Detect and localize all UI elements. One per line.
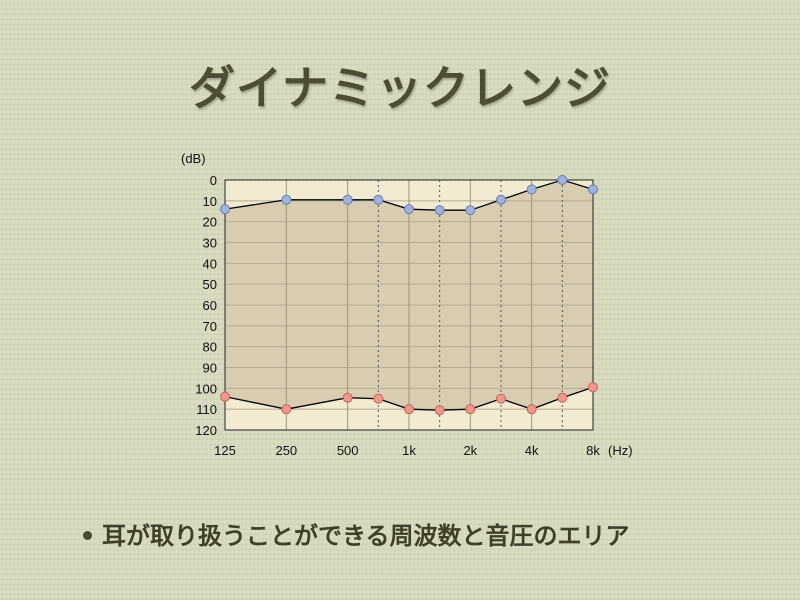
lower-data-point bbox=[526, 404, 537, 415]
upper-data-point bbox=[495, 194, 506, 205]
lower-data-point bbox=[557, 392, 568, 403]
y-tick-label: 120 bbox=[195, 423, 217, 438]
plot-border bbox=[224, 179, 594, 431]
lower-data-point bbox=[220, 391, 230, 402]
y-tick-label: 20 bbox=[203, 215, 217, 230]
lower-data-point bbox=[373, 393, 384, 404]
x-tick-label: 125 bbox=[214, 443, 236, 458]
y-tick-label: 90 bbox=[203, 361, 217, 376]
bullet-item: 耳が取り扱うことができる周波数と音圧のエリア bbox=[83, 516, 630, 551]
lower-data-point bbox=[342, 392, 353, 403]
upper-data-point bbox=[281, 194, 292, 205]
y-axis-label: (dB) bbox=[181, 151, 206, 166]
upper-data-point bbox=[526, 184, 537, 195]
slide-title: ダイナミックレンジ bbox=[188, 61, 612, 115]
upper-data-point bbox=[404, 204, 414, 215]
lower-data-point bbox=[404, 404, 414, 415]
x-tick-label: 4k bbox=[525, 443, 539, 458]
y-tick-label: 50 bbox=[203, 277, 217, 292]
lower-data-point bbox=[434, 405, 445, 416]
y-tick-label: 70 bbox=[203, 319, 217, 334]
y-tick-label: 30 bbox=[203, 236, 217, 251]
bullet-dot-icon bbox=[83, 530, 92, 540]
upper-data-point bbox=[588, 184, 598, 195]
y-tick-label: 60 bbox=[203, 298, 217, 313]
lower-data-point bbox=[495, 393, 506, 404]
y-tick-label: 80 bbox=[203, 340, 217, 355]
lower-data-point bbox=[281, 404, 292, 415]
bullet-text: 耳が取り扱うことができる周波数と音圧のエリア bbox=[102, 522, 630, 550]
upper-data-point bbox=[465, 205, 476, 216]
upper-data-point bbox=[557, 175, 568, 185]
lower-data-point bbox=[588, 382, 598, 393]
upper-data-point bbox=[220, 204, 230, 215]
y-tick-label: 0 bbox=[210, 173, 217, 188]
x-tick-label: 8k bbox=[586, 443, 600, 458]
y-tick-label: 110 bbox=[196, 402, 217, 417]
upper-data-point bbox=[373, 194, 384, 205]
x-axis-unit-label: (Hz) bbox=[608, 443, 633, 458]
upper-data-point bbox=[342, 194, 353, 205]
x-tick-label: 1k bbox=[402, 443, 416, 458]
y-tick-label: 100 bbox=[195, 381, 217, 396]
x-tick-label: 2k bbox=[463, 443, 477, 458]
upper-data-point bbox=[434, 205, 445, 216]
x-tick-label: 250 bbox=[275, 443, 297, 458]
lower-data-point bbox=[465, 404, 476, 415]
y-tick-label: 40 bbox=[203, 256, 217, 271]
y-tick-label: 10 bbox=[203, 194, 217, 209]
x-tick-label: 500 bbox=[337, 443, 359, 458]
